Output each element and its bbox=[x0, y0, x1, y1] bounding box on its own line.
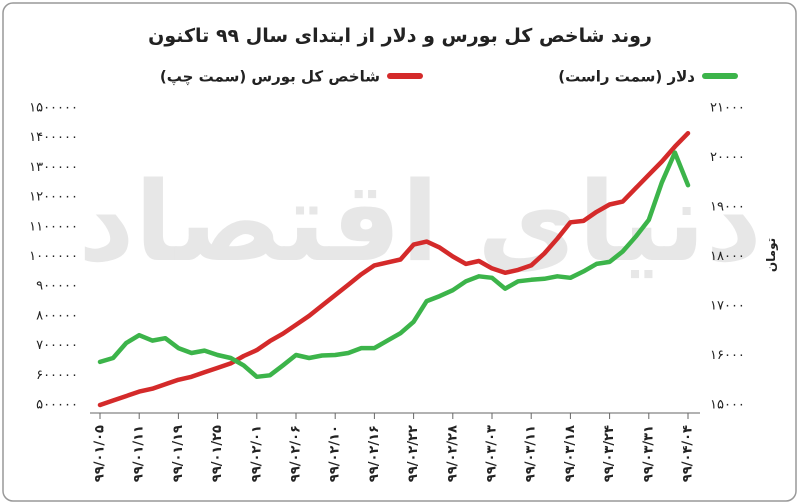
y-tick-label: ۱۴۰۰۰۰۰ bbox=[29, 130, 78, 145]
y-tick-label: ۱۲۰۰۰۰۰ bbox=[29, 190, 78, 205]
y-tick-label: ۱۳۰۰۰۰۰ bbox=[29, 160, 78, 175]
series-line bbox=[97, 130, 691, 408]
x-tick-label: ۹۹/۰۳/۱۱ bbox=[524, 425, 539, 482]
x-tick-label: ۹۹/۰۱/۱۱ bbox=[132, 425, 147, 482]
x-tick-label: ۹۹/۰۴/۰۴ bbox=[681, 425, 696, 482]
x-tick-label: ۹۹/۰۳/۲۴ bbox=[602, 425, 617, 482]
x-tick-label: ۹۹/۰۳/۰۳ bbox=[485, 425, 500, 482]
y2-axis-label: تومان bbox=[764, 238, 779, 272]
y-tick-label: ۹۰۰۰۰۰ bbox=[36, 279, 78, 294]
x-tick-label: ۹۹/۰۲/۲۸ bbox=[445, 425, 460, 482]
series-line bbox=[97, 150, 691, 380]
x-tick-label: ۹۹/۰۱/۲۵ bbox=[210, 425, 225, 482]
y2-tick-label: ۱۹۰۰۰ bbox=[710, 200, 745, 215]
y2-tick-label: ۱۵۰۰۰ bbox=[710, 398, 745, 413]
watermark: دنیای اقتصاد bbox=[78, 158, 762, 286]
y-tick-label: ۱۵۰۰۰۰۰ bbox=[29, 101, 78, 116]
legend-label: دلار (سمت راست) bbox=[558, 68, 695, 86]
x-tick-label: ۹۹/۰۲/۰۱ bbox=[249, 425, 264, 482]
y-tick-label: ۷۰۰۰۰۰ bbox=[36, 338, 78, 353]
y2-tick-label: ۱۸۰۰۰ bbox=[710, 249, 745, 264]
y-tick-label: ۵۰۰۰۰۰ bbox=[36, 398, 78, 413]
y-tick-label: ۱۰۰۰۰۰۰ bbox=[29, 249, 78, 264]
y2-tick-label: ۱۶۰۰۰ bbox=[710, 348, 745, 363]
chart-title: روند شاخص کل بورس و دلار از ابتدای سال ۹… bbox=[148, 25, 652, 47]
legend-label: شاخص کل بورس (سمت چپ) bbox=[160, 68, 380, 87]
y2-tick-label: ۲۱۰۰۰ bbox=[710, 101, 745, 116]
y-tick-label: ۸۰۰۰۰۰ bbox=[36, 308, 78, 323]
x-tick-label: ۹۹/۰۲/۲۲ bbox=[406, 425, 421, 482]
y2-tick-label: ۲۰۰۰۰ bbox=[710, 150, 745, 165]
x-tick-label: ۹۹/۰۲/۱۶ bbox=[367, 425, 382, 482]
x-tick-label: ۹۹/۰۱/۰۵ bbox=[93, 425, 108, 482]
y2-tick-label: ۱۷۰۰۰ bbox=[710, 299, 745, 314]
y-tick-label: ۶۰۰۰۰۰ bbox=[36, 368, 78, 383]
x-tick-label: ۹۹/۰۲/۰۶ bbox=[289, 425, 304, 482]
x-tick-label: ۹۹/۰۳/۳۱ bbox=[641, 425, 656, 482]
x-tick-label: ۹۹/۰۱/۱۹ bbox=[171, 425, 186, 482]
x-tick-label: ۹۹/۰۲/۱۰ bbox=[328, 425, 343, 482]
x-tick-label: ۹۹/۰۳/۱۸ bbox=[563, 425, 578, 482]
y-tick-label: ۱۱۰۰۰۰۰ bbox=[29, 219, 78, 234]
